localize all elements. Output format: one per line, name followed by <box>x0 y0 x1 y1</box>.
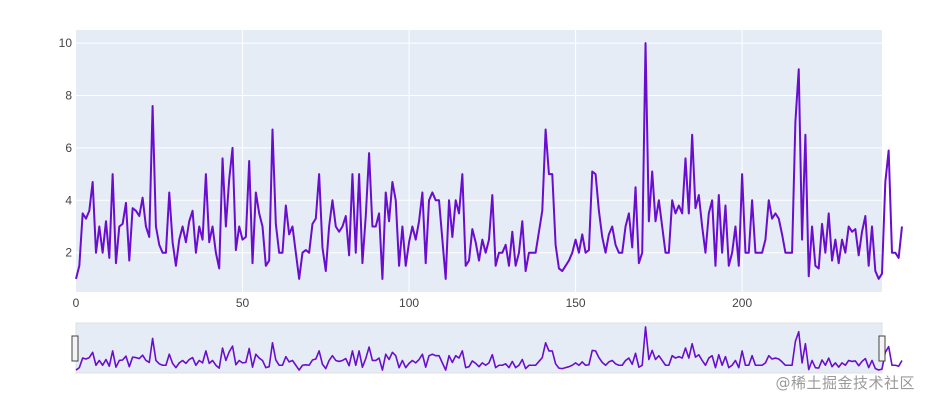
y-axis: 2 4 6 8 10 <box>59 36 73 260</box>
plot-background <box>76 30 882 292</box>
y-tick-label: 2 <box>65 246 72 260</box>
range-slider-left-handle[interactable] <box>71 335 79 362</box>
y-tick-label: 6 <box>65 141 72 155</box>
x-tick-label: 150 <box>566 296 586 310</box>
y-tick-label: 8 <box>65 89 72 103</box>
grid-lines <box>76 30 882 292</box>
y-tick-label: 10 <box>59 36 73 50</box>
y-tick-label: 4 <box>65 193 72 207</box>
range-slider-line-0 <box>75 326 903 371</box>
x-tick-label: 50 <box>236 296 250 310</box>
series-line-0 <box>75 42 903 280</box>
watermark-text: @稀土掘金技术社区 <box>775 374 915 392</box>
x-tick-label: 0 <box>73 296 80 310</box>
x-axis: 0 50 100 150 200 <box>73 296 753 310</box>
range-slider[interactable] <box>71 322 903 374</box>
series-lines <box>75 42 903 280</box>
x-tick-label: 200 <box>732 296 752 310</box>
range-slider-series <box>75 326 903 371</box>
range-slider-right-handle[interactable] <box>878 335 886 362</box>
x-tick-label: 100 <box>399 296 419 310</box>
